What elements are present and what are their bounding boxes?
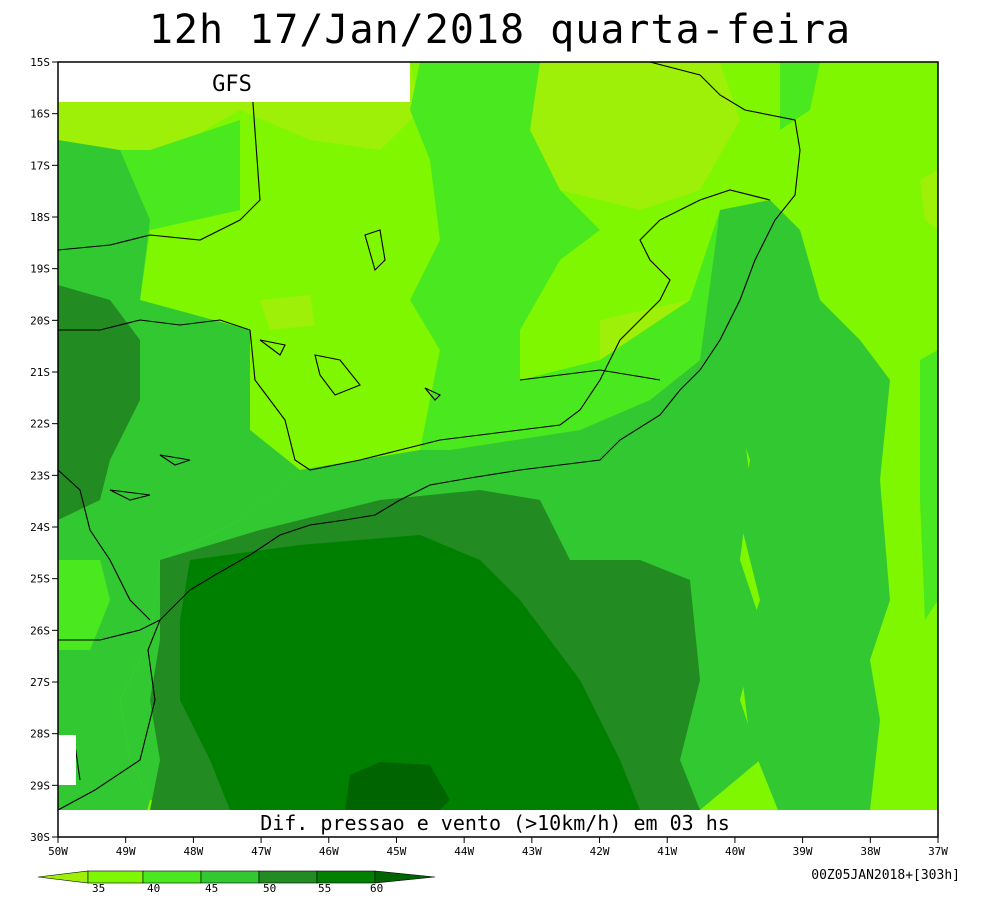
lat-tick-label: 22S (30, 418, 50, 431)
lat-tick-label: 18S (30, 211, 50, 224)
lat-tick-label: 17S (30, 159, 50, 172)
longitude-axis: 50W 49W 48W 47W 46W 45W 44W 43W 42W 41W 40W 39W 38W 3… (48, 837, 948, 858)
lon-tick-label: 48W (183, 845, 203, 858)
lat-tick-label: 26S (30, 624, 50, 637)
lon-tick-label: 47W (251, 845, 271, 858)
lat-tick-label: 16S (30, 108, 50, 121)
lon-tick-label: 46W (319, 845, 339, 858)
lon-tick-label: 44W (454, 845, 474, 858)
lat-tick-label: 29S (30, 779, 50, 792)
legend-label-2: 45 (205, 882, 218, 895)
run-info: 00Z05JAN2018+[303h] (811, 868, 960, 883)
legend-label-4: 55 (318, 882, 331, 895)
lon-tick-label: 38W (860, 845, 880, 858)
caption-box (58, 810, 938, 837)
lat-tick-label: 21S (30, 366, 50, 379)
lat-tick-label: 30S (30, 831, 50, 844)
model-label-box (58, 62, 410, 102)
lon-tick-label: 37W (928, 845, 948, 858)
model-label: GFS (212, 72, 252, 97)
corner-box (58, 735, 76, 785)
lat-tick-label: 19S (30, 263, 50, 276)
lat-tick-label: 23S (30, 469, 50, 482)
coastline (57, 61, 801, 811)
lat-tick-label: 20S (30, 314, 50, 327)
color-legend: 35 40 45 50 55 60 (37, 870, 436, 895)
map-caption: Dif. pressao e vento (>10km/h) em 03 hs (260, 811, 730, 835)
latitude-axis: 15S 16S 17S 18S 19S 20S 21S 22S 23S 24S 25S 26S 27S 2… (30, 56, 58, 844)
lon-tick-label: 41W (657, 845, 677, 858)
lat-tick-label: 15S (30, 56, 50, 69)
legend-label-5: 60 (370, 882, 383, 895)
lon-tick-label: 40W (725, 845, 745, 858)
lat-tick-label: 25S (30, 573, 50, 586)
lon-tick-label: 50W (48, 845, 68, 858)
legend-label-3: 50 (263, 882, 276, 895)
lon-tick-label: 49W (116, 845, 136, 858)
lat-tick-label: 24S (30, 521, 50, 534)
lat-tick-label: 28S (30, 728, 50, 741)
lon-tick-label: 39W (793, 845, 813, 858)
lon-tick-label: 42W (590, 845, 610, 858)
lon-tick-label: 45W (387, 845, 407, 858)
legend-label-1: 40 (147, 882, 160, 895)
lat-tick-label: 27S (30, 676, 50, 689)
map-frame (57, 61, 939, 838)
lon-tick-label: 43W (522, 845, 542, 858)
page-title: 12h 17/Jan/2018 quarta-feira (148, 7, 852, 53)
legend-label-0: 35 (92, 882, 105, 895)
